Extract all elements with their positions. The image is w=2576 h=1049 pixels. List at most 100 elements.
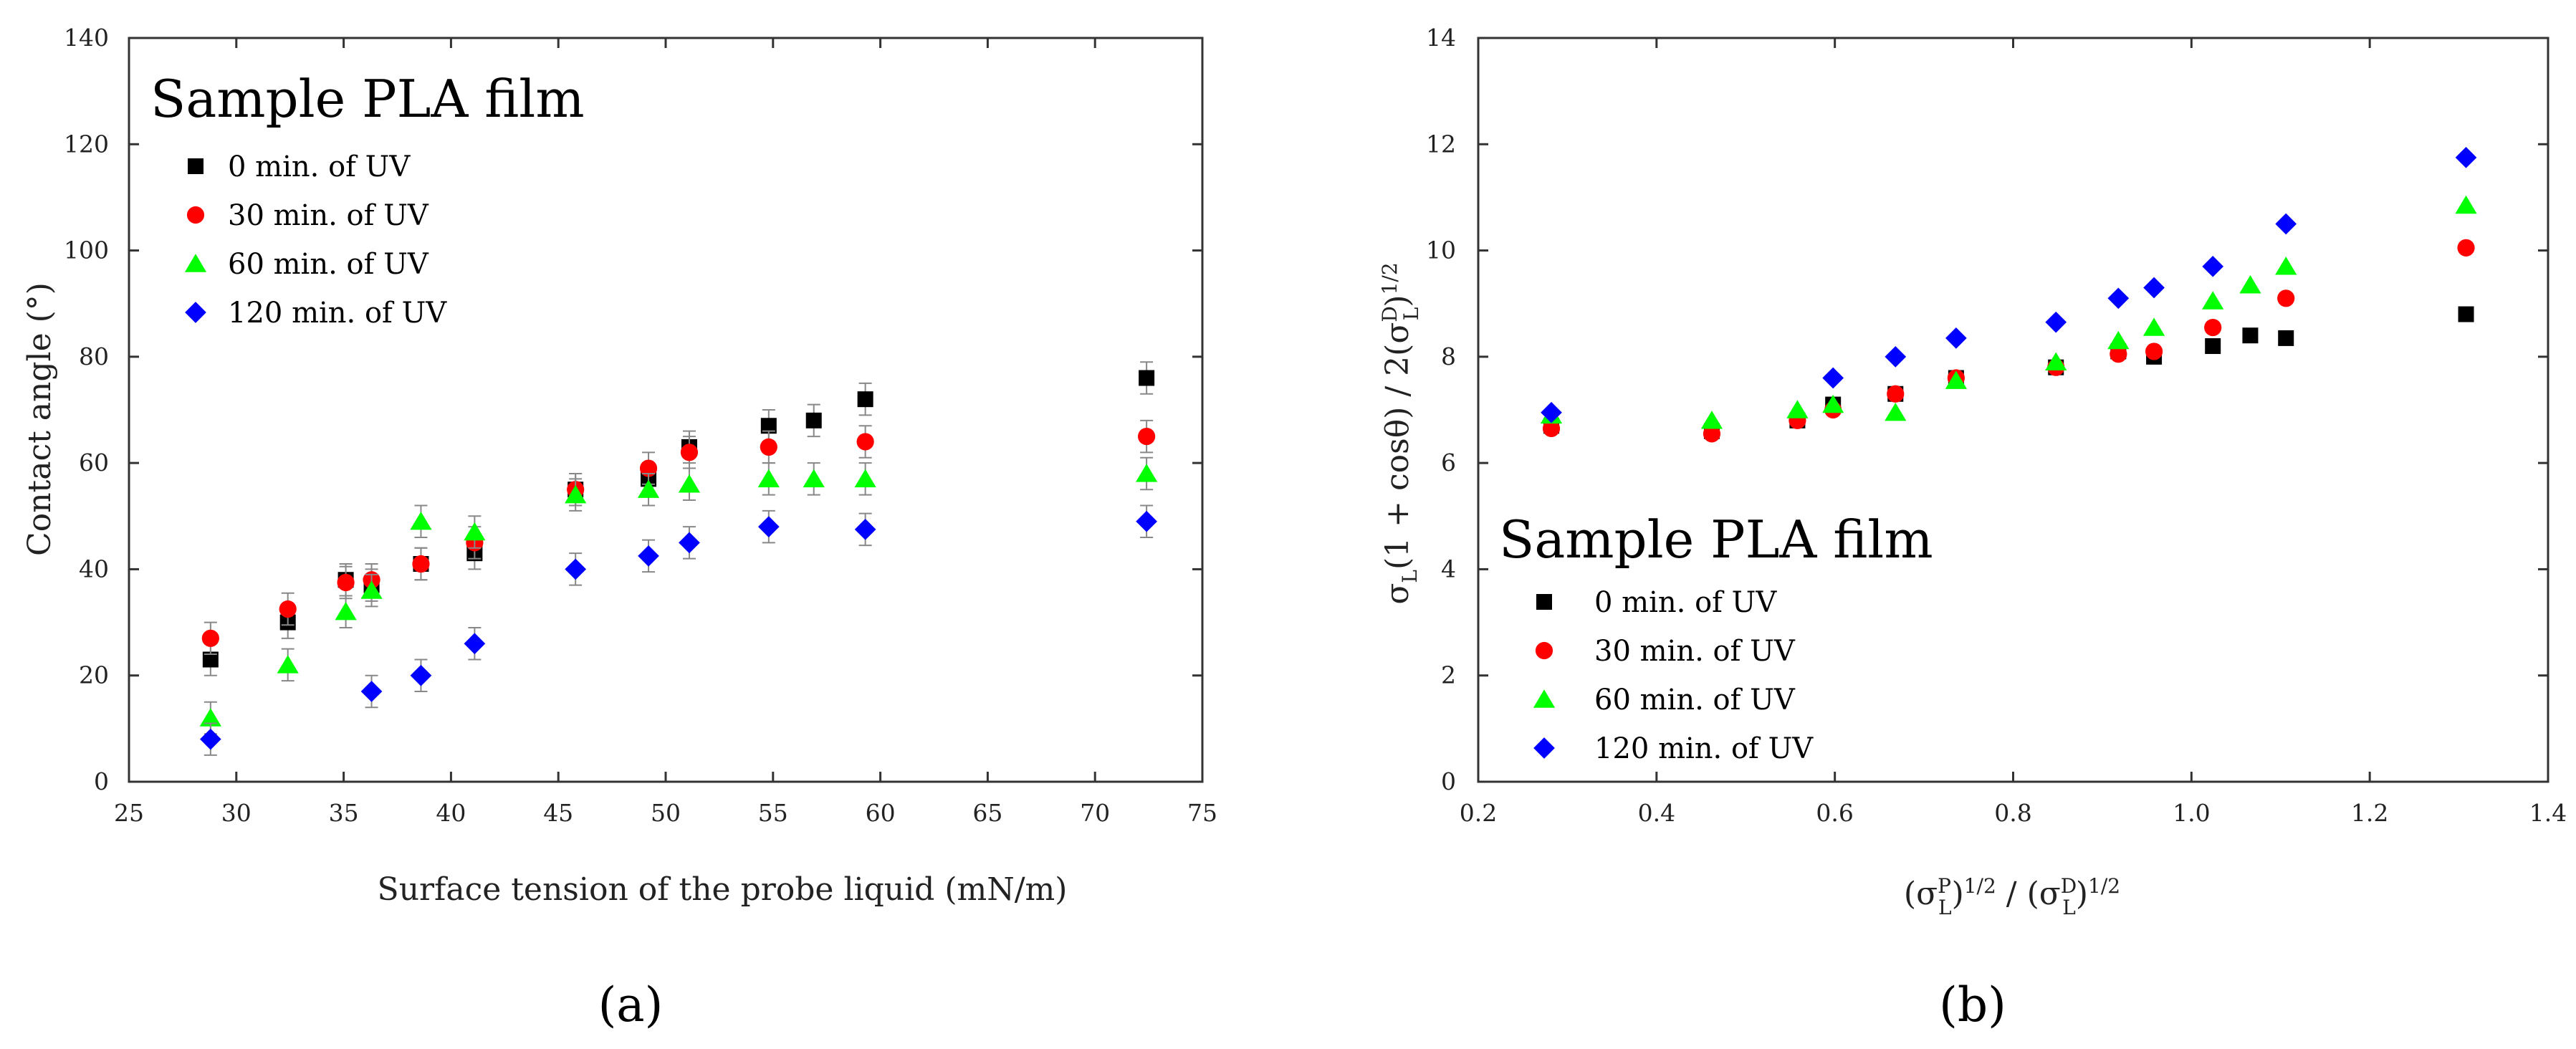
data-point — [2142, 317, 2165, 336]
panel-b-y-title-sigma: σ — [1379, 583, 1416, 605]
panel-a: 25 30 35 40 45 50 55 60 65 70 75 0 20 40 60 80 100 120 140… — [21, 24, 1217, 1033]
panel-b-x-title-close: ) — [2076, 876, 2088, 912]
data-point — [1541, 401, 1562, 423]
legend-label: 0 min. of UV — [228, 150, 411, 183]
data-point — [857, 391, 873, 408]
data-point — [2145, 343, 2163, 360]
y-tick-label: 10 — [1426, 236, 1456, 264]
data-point — [1136, 510, 1157, 532]
data-point — [337, 573, 355, 592]
data-point — [757, 516, 780, 537]
y-tick-label: 8 — [1441, 343, 1456, 370]
data-point — [1885, 402, 1907, 421]
data-point — [199, 708, 221, 727]
panel-a-legend: 0 min. of UV 30 min. of UV 60 min. of UV 12… — [184, 150, 447, 330]
panel-a-y-axis-title: Contact angle (°) — [21, 282, 58, 556]
panel-b-ticks: 0.2 0.4 0.6 0.8 1.0 1.2 1.4 0 2 4 6 8 10 12 14 — [1426, 24, 2567, 827]
legend-label: 120 min. of UV — [1594, 732, 1814, 765]
series-60-min-of-uv — [199, 456, 1158, 735]
x-tick-label: 30 — [221, 799, 252, 827]
data-point — [680, 444, 699, 461]
data-point — [1885, 346, 1907, 368]
data-point — [2457, 239, 2475, 257]
y-tick-label: 40 — [79, 555, 109, 583]
data-point — [1822, 394, 1844, 413]
legend-marker — [185, 302, 206, 323]
data-point — [565, 484, 587, 504]
data-point — [678, 474, 701, 493]
data-point — [854, 469, 876, 488]
data-point — [2107, 330, 2130, 350]
data-point — [412, 555, 430, 573]
panel-b-x-title-open: (σ — [1904, 876, 1938, 912]
x-tick-label: 0.2 — [1460, 799, 1497, 827]
data-point — [1945, 327, 1967, 349]
panel-b-x-title-slash: / (σ — [1996, 876, 2061, 912]
panel-b-y-title-d-sub: L — [1399, 307, 1423, 321]
data-point — [201, 629, 219, 647]
data-point — [2205, 338, 2221, 355]
panel-b-x-title-p-sub: L — [1938, 896, 1952, 919]
x-tick-label: 45 — [543, 799, 573, 827]
panel-b-x-axis-title: (σP L)1/2 / (σD L)1/2 — [1904, 874, 2120, 919]
panel-b-x-title-p-sup: P — [1938, 874, 1951, 898]
data-point — [335, 601, 357, 621]
data-point — [1135, 464, 1158, 482]
y-tick-label: 100 — [64, 236, 109, 264]
series-120-min-of-uv — [199, 504, 1157, 756]
x-tick-label: 0.6 — [1816, 799, 1853, 827]
x-tick-label: 1.2 — [2351, 799, 2388, 827]
panel-b-label: (b) — [1939, 977, 2006, 1033]
legend-marker — [1536, 594, 1552, 610]
data-point — [757, 469, 780, 488]
data-point — [637, 479, 660, 498]
data-point — [2458, 306, 2474, 322]
panel-a-ticks: 25 30 35 40 45 50 55 60 65 70 75 0 20 40 60 80 100 120 140 — [64, 24, 1217, 827]
data-point — [2107, 287, 2130, 310]
data-point — [2275, 213, 2297, 235]
panel-b-y-title-mid: (1 + cosθ) / 2(σ — [1379, 322, 1416, 570]
x-tick-label: 0.8 — [1994, 799, 2031, 827]
y-tick-label: 140 — [64, 24, 109, 52]
data-point — [1139, 370, 1155, 386]
data-point — [2278, 330, 2294, 346]
data-point — [2045, 311, 2067, 333]
x-tick-label: 55 — [758, 799, 788, 827]
panel-b-y-axis-title: σL(1 + cosθ) / 2(σDL)1/2 — [1378, 262, 1423, 604]
data-point — [638, 545, 659, 567]
data-point — [360, 580, 383, 599]
data-point — [2455, 146, 2477, 168]
x-tick-label: 35 — [329, 799, 359, 827]
panel-a-x-axis-title: Surface tension of the probe liquid (mN/… — [378, 871, 1068, 908]
panel-a-data — [199, 361, 1158, 756]
panel-b-x-title-e2: 1/2 — [2088, 874, 2120, 898]
data-point — [277, 655, 299, 674]
data-point — [360, 681, 383, 702]
x-tick-label: 0.4 — [1638, 799, 1675, 827]
panel-a-label: (a) — [598, 977, 664, 1033]
y-tick-label: 80 — [79, 343, 109, 370]
data-point — [2202, 255, 2224, 277]
panel-b-x-title-d-sub: L — [2062, 896, 2076, 919]
panel-b-x-title-d-sup: D — [2061, 874, 2077, 898]
y-tick-label: 6 — [1441, 449, 1456, 476]
data-point — [1700, 411, 1723, 429]
x-tick-label: 70 — [1080, 799, 1110, 827]
legend-marker — [184, 254, 207, 272]
panel-b-legend: 0 min. of UV 30 min. of UV 60 min. of UV 12… — [1533, 586, 1814, 765]
series-0-min-of-uv — [1543, 306, 2474, 439]
panel-b-data — [1540, 146, 2477, 443]
series-120-min-of-uv — [1541, 146, 2477, 423]
series-60-min-of-uv — [1540, 195, 2477, 429]
data-point — [2242, 327, 2259, 344]
legend-marker — [1533, 689, 1556, 708]
data-point — [1945, 370, 1967, 389]
data-point — [854, 518, 876, 540]
y-tick-label: 12 — [1426, 130, 1456, 158]
data-point — [2143, 277, 2165, 299]
data-point — [2277, 289, 2295, 307]
data-point — [2045, 352, 2067, 370]
legend-label: 0 min. of UV — [1594, 586, 1777, 619]
data-point — [760, 438, 777, 456]
x-tick-label: 60 — [866, 799, 896, 827]
